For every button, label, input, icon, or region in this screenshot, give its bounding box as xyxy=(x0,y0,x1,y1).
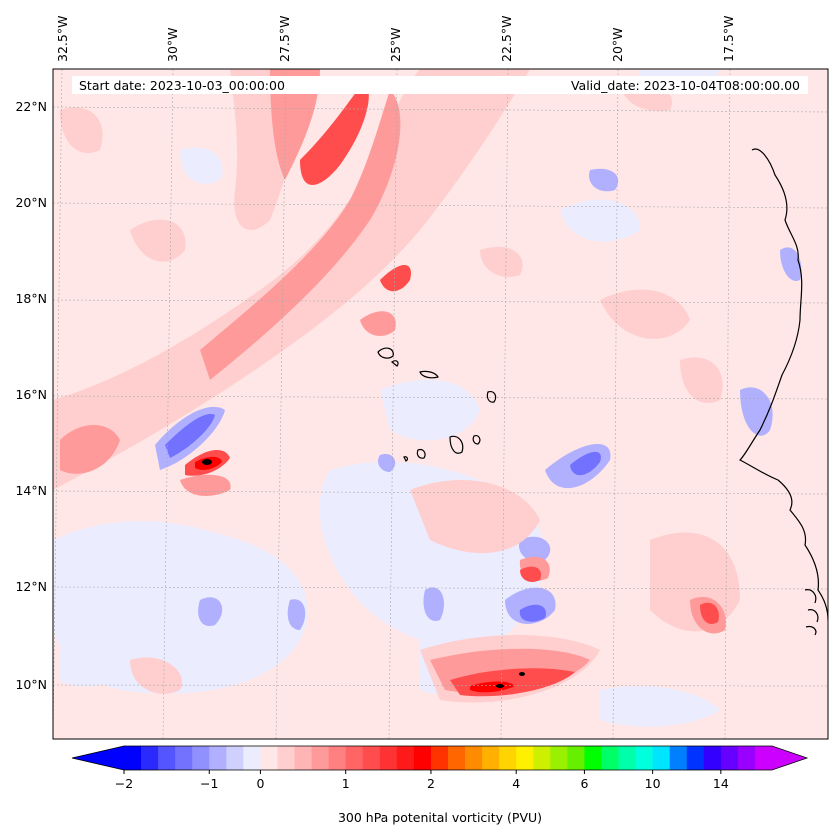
lat-label: 18°N xyxy=(15,291,47,306)
latitude-labels: 22°N 20°N 18°N 16°N 14°N 12°N 10°N xyxy=(15,99,47,692)
colorbar-segment xyxy=(345,746,364,770)
colorbar-segment xyxy=(413,746,432,770)
pv-field: Start date: 2023-10-03_00:00:00 Valid_da… xyxy=(53,69,828,739)
info-bar xyxy=(72,76,808,94)
island-sao-vicente xyxy=(391,360,399,367)
lon-label: 27.5°W xyxy=(277,16,292,62)
africa-coastline xyxy=(738,148,828,621)
colorbar-segment xyxy=(124,746,142,770)
island-sal xyxy=(486,391,497,403)
colorbar-segment xyxy=(158,746,176,770)
island-santo-antao xyxy=(377,347,394,359)
lat-label: 14°N xyxy=(15,483,47,498)
start-date-label: Start date: 2023-10-03_00:00:00 xyxy=(79,78,285,93)
colorbar-segment xyxy=(294,746,313,770)
island-fogo xyxy=(416,448,426,459)
colorbar-segment xyxy=(533,746,551,770)
colorbar-segment xyxy=(209,746,227,770)
colorbar-segment xyxy=(141,746,159,770)
lat-label: 20°N xyxy=(15,195,47,210)
colorbar-segment xyxy=(516,746,534,770)
island-santiago xyxy=(449,435,464,454)
colorbar-tick-label: 6 xyxy=(580,776,588,791)
longitude-labels: 32.5°W 30°W 27.5°W 25°W 22.5°W 20°W 17.5… xyxy=(55,16,736,62)
colorbar-segment xyxy=(635,746,654,770)
colorbar-label: 300 hPa potenital vorticity (PVU) xyxy=(338,810,542,825)
colorbar-segment xyxy=(601,746,620,770)
extreme-pv-spots xyxy=(202,459,525,688)
colorbar-segment xyxy=(396,746,415,770)
colorbar-tick-label: 0 xyxy=(256,776,264,791)
lon-label: 17.5°W xyxy=(721,16,736,62)
colorbar-tick-label: 1 xyxy=(342,776,350,791)
colorbar-segment xyxy=(550,746,568,770)
negative-pv-regions xyxy=(53,70,720,727)
lat-label: 16°N xyxy=(15,387,47,402)
lon-label: 32.5°W xyxy=(55,16,70,62)
colorbar-segment xyxy=(192,746,210,770)
colorbar-segment xyxy=(652,746,671,770)
colorbar-segment xyxy=(226,746,244,770)
coastlines xyxy=(377,148,828,636)
colorbar-tick-label: −1 xyxy=(200,776,218,791)
colorbar-segment xyxy=(175,746,193,770)
lat-label: 22°N xyxy=(15,99,47,114)
lon-label: 22.5°W xyxy=(499,16,514,62)
colorbar-segment xyxy=(482,746,500,770)
colorbar-segment xyxy=(737,746,756,770)
island-sao-nicolau xyxy=(419,370,439,379)
map-frame xyxy=(52,68,829,740)
lon-label: 25°W xyxy=(388,27,403,62)
lon-label: 20°W xyxy=(610,27,625,62)
valid-date-label: Valid_date: 2023-10-04T08:00:00.00 xyxy=(571,78,800,93)
lat-label: 10°N xyxy=(15,677,47,692)
colorbar-segment xyxy=(720,746,739,770)
colorbar-segment xyxy=(686,746,705,770)
colorbar-segment xyxy=(328,746,347,770)
gridlines xyxy=(53,69,828,739)
colorbar-segment xyxy=(260,746,278,770)
colorbar-segment xyxy=(465,746,483,770)
colorbar-tick-label: 4 xyxy=(512,776,520,791)
lat-label: 12°N xyxy=(15,579,47,594)
colorbar-under-arrow xyxy=(72,746,124,770)
colorbar-segment xyxy=(311,746,330,770)
colorbar-ticks: −2 −1 0 1 2 4 6 10 14 xyxy=(115,770,729,791)
colorbar-segment xyxy=(499,746,517,770)
colorbar-segment xyxy=(243,746,261,770)
colorbar-over-arrow xyxy=(772,746,807,770)
island-brava xyxy=(403,456,409,462)
colorbar-segment xyxy=(669,746,688,770)
colorbar-tick-label: −2 xyxy=(115,776,133,791)
negative-pv-strong xyxy=(165,414,601,622)
colorbar-segment xyxy=(379,746,398,770)
bissagos-islands xyxy=(804,589,819,636)
colorbar-segment xyxy=(754,746,773,770)
colorbar-tick-label: 14 xyxy=(713,776,729,791)
colorbar-segment xyxy=(584,746,602,770)
colorbar-segment xyxy=(703,746,722,770)
colorbar-segment xyxy=(618,746,637,770)
colorbar-segment xyxy=(362,746,381,770)
colorbar xyxy=(71,745,809,771)
colorbar-segment xyxy=(430,746,449,770)
colorbar-tick-label: 2 xyxy=(427,776,435,791)
colorbar-tick-label: 10 xyxy=(645,776,661,791)
colorbar-segment xyxy=(448,746,466,770)
colorbar-segment xyxy=(277,746,296,770)
lon-label: 30°W xyxy=(165,27,180,62)
colorbar-segment xyxy=(567,746,585,770)
island-maio xyxy=(472,435,481,445)
